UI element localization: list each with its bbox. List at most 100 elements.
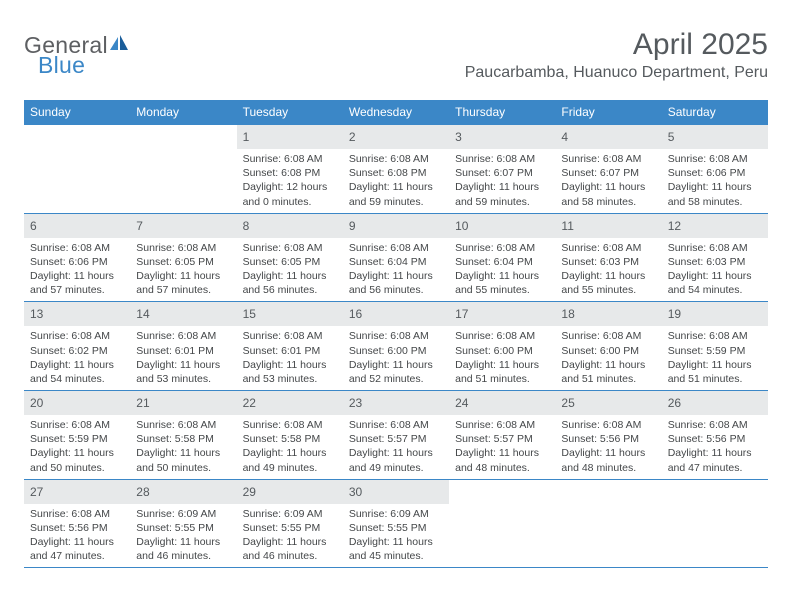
daylight-line: Daylight: 11 hours and 58 minutes. [668, 180, 762, 208]
sunrise-line: Sunrise: 6:08 AM [668, 241, 762, 255]
calendar-day-cell: 11Sunrise: 6:08 AMSunset: 6:03 PMDayligh… [555, 213, 661, 302]
sunset-line: Sunset: 6:08 PM [349, 166, 443, 180]
page-header: General April 2025 Paucarbamba, Huanuco … [24, 28, 768, 82]
day-number: 5 [668, 130, 675, 144]
calendar-header-row: Sunday Monday Tuesday Wednesday Thursday… [24, 100, 768, 125]
day-number: 17 [455, 307, 468, 321]
calendar-day-cell: 6Sunrise: 6:08 AMSunset: 6:06 PMDaylight… [24, 213, 130, 302]
day-number: 24 [455, 396, 468, 410]
daylight-line: Daylight: 11 hours and 52 minutes. [349, 358, 443, 386]
sunrise-line: Sunrise: 6:08 AM [561, 152, 655, 166]
sunrise-line: Sunrise: 6:08 AM [455, 152, 549, 166]
day-number-wrap: 19 [662, 302, 768, 326]
month-title: April 2025 [465, 28, 768, 62]
sunset-line: Sunset: 6:05 PM [136, 255, 230, 269]
sunrise-line: Sunrise: 6:08 AM [30, 418, 124, 432]
location-text: Paucarbamba, Huanuco Department, Peru [465, 64, 768, 82]
day-number-wrap: 12 [662, 214, 768, 238]
day-body: Sunrise: 6:08 AMSunset: 5:58 PMDaylight:… [237, 415, 343, 479]
daylight-line: Daylight: 11 hours and 45 minutes. [349, 535, 443, 563]
day-number-wrap: 13 [24, 302, 130, 326]
day-body: Sunrise: 6:08 AMSunset: 6:08 PMDaylight:… [343, 149, 449, 213]
calendar-day-cell: 23Sunrise: 6:08 AMSunset: 5:57 PMDayligh… [343, 391, 449, 480]
day-body: Sunrise: 6:08 AMSunset: 6:08 PMDaylight:… [237, 149, 343, 213]
day-body: Sunrise: 6:08 AMSunset: 6:06 PMDaylight:… [24, 238, 130, 302]
calendar-day-cell: 26Sunrise: 6:08 AMSunset: 5:56 PMDayligh… [662, 391, 768, 480]
daylight-line: Daylight: 11 hours and 48 minutes. [561, 446, 655, 474]
sunrise-line: Sunrise: 6:08 AM [455, 418, 549, 432]
day-body: Sunrise: 6:08 AMSunset: 5:58 PMDaylight:… [130, 415, 236, 479]
day-number: 1 [243, 130, 250, 144]
day-body: Sunrise: 6:08 AMSunset: 6:03 PMDaylight:… [662, 238, 768, 302]
calendar-day-cell: 25Sunrise: 6:08 AMSunset: 5:56 PMDayligh… [555, 391, 661, 480]
day-body: Sunrise: 6:08 AMSunset: 6:00 PMDaylight:… [449, 326, 555, 390]
daylight-line: Daylight: 11 hours and 56 minutes. [243, 269, 337, 297]
calendar-day-cell: 30Sunrise: 6:09 AMSunset: 5:55 PMDayligh… [343, 479, 449, 568]
day-number-wrap: 5 [662, 125, 768, 149]
sunrise-line: Sunrise: 6:08 AM [668, 329, 762, 343]
calendar-page: General April 2025 Paucarbamba, Huanuco … [0, 0, 792, 588]
day-body: Sunrise: 6:08 AMSunset: 5:56 PMDaylight:… [555, 415, 661, 479]
day-number: 2 [349, 130, 356, 144]
day-body: Sunrise: 6:08 AMSunset: 6:07 PMDaylight:… [555, 149, 661, 213]
day-body: Sunrise: 6:08 AMSunset: 5:56 PMDaylight:… [24, 504, 130, 568]
day-number-wrap: 4 [555, 125, 661, 149]
day-number-wrap: 15 [237, 302, 343, 326]
daylight-line: Daylight: 12 hours and 0 minutes. [243, 180, 337, 208]
calendar-week-row: 27 Sunrise: 6:08 AMSunset: 5:56 PMDayligh… [24, 479, 768, 568]
calendar-week-row: 1Sunrise: 6:08 AMSunset: 6:08 PMDaylight… [24, 125, 768, 214]
daylight-line: Daylight: 11 hours and 57 minutes. [136, 269, 230, 297]
day-number-wrap: 24 [449, 391, 555, 415]
sunset-line: Sunset: 5:58 PM [243, 432, 337, 446]
calendar-day-cell: 22Sunrise: 6:08 AMSunset: 5:58 PMDayligh… [237, 391, 343, 480]
day-number: 28 [136, 485, 149, 499]
title-block: April 2025 Paucarbamba, Huanuco Departme… [465, 28, 768, 82]
day-number: 14 [136, 307, 149, 321]
day-number: 12 [668, 219, 681, 233]
sunset-line: Sunset: 6:00 PM [349, 344, 443, 358]
day-number: 27 [30, 485, 43, 499]
calendar-day-cell [24, 125, 130, 214]
day-body: Sunrise: 6:08 AMSunset: 6:00 PMDaylight:… [343, 326, 449, 390]
calendar-day-cell: 16 Sunrise: 6:08 AMSunset: 6:00 PMDayligh… [343, 302, 449, 391]
sunset-line: Sunset: 6:08 PM [243, 166, 337, 180]
sunrise-line: Sunrise: 6:08 AM [136, 418, 230, 432]
sunset-line: Sunset: 6:04 PM [349, 255, 443, 269]
day-number-wrap: 28 [130, 480, 236, 504]
sunrise-line: Sunrise: 6:08 AM [243, 329, 337, 343]
calendar-day-cell [555, 479, 661, 568]
sunrise-line: Sunrise: 6:08 AM [136, 241, 230, 255]
calendar-day-cell: 27 Sunrise: 6:08 AMSunset: 5:56 PMDayligh… [24, 479, 130, 568]
day-body: Sunrise: 6:08 AMSunset: 5:59 PMDaylight:… [24, 415, 130, 479]
day-body: Sunrise: 6:08 AMSunset: 5:57 PMDaylight:… [449, 415, 555, 479]
day-number: 9 [349, 219, 356, 233]
sunset-line: Sunset: 6:07 PM [455, 166, 549, 180]
calendar-day-cell: 10Sunrise: 6:08 AMSunset: 6:04 PMDayligh… [449, 213, 555, 302]
day-body: Sunrise: 6:09 AMSunset: 5:55 PMDaylight:… [237, 504, 343, 568]
sunset-line: Sunset: 6:00 PM [455, 344, 549, 358]
day-number: 16 [349, 307, 362, 321]
daylight-line: Daylight: 11 hours and 54 minutes. [668, 269, 762, 297]
brand-part2: Blue [38, 52, 85, 78]
sunset-line: Sunset: 5:57 PM [349, 432, 443, 446]
day-body [555, 486, 661, 493]
day-number: 29 [243, 485, 256, 499]
day-number-wrap: 25 [555, 391, 661, 415]
sunset-line: Sunset: 6:04 PM [455, 255, 549, 269]
daylight-line: Daylight: 11 hours and 54 minutes. [30, 358, 124, 386]
day-number: 21 [136, 396, 149, 410]
sunrise-line: Sunrise: 6:08 AM [668, 152, 762, 166]
day-number: 4 [561, 130, 568, 144]
calendar-day-cell [130, 125, 236, 214]
dayhead-tue: Tuesday [237, 100, 343, 125]
day-body [24, 131, 130, 138]
day-body [662, 486, 768, 493]
day-number-wrap: 8 [237, 214, 343, 238]
sunset-line: Sunset: 5:59 PM [668, 344, 762, 358]
day-body: Sunrise: 6:08 AMSunset: 6:01 PMDaylight:… [130, 326, 236, 390]
calendar-day-cell: 7Sunrise: 6:08 AMSunset: 6:05 PMDaylight… [130, 213, 236, 302]
calendar-day-cell: 4 Sunrise: 6:08 AMSunset: 6:07 PMDaylight… [555, 125, 661, 214]
calendar-week-row: 20Sunrise: 6:08 AMSunset: 5:59 PMDayligh… [24, 391, 768, 480]
daylight-line: Daylight: 11 hours and 59 minutes. [349, 180, 443, 208]
day-number: 13 [30, 307, 43, 321]
